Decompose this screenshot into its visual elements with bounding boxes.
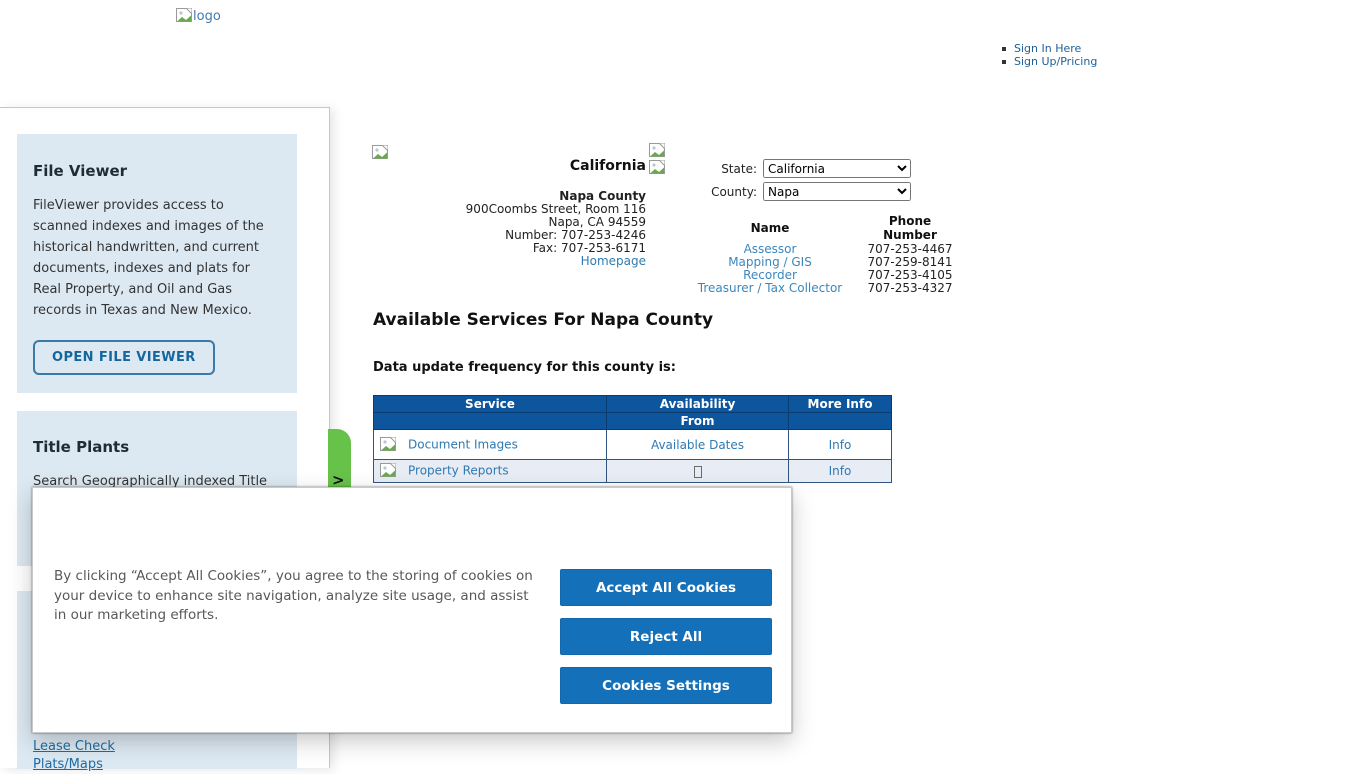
cookies-settings-button[interactable]: Cookies Settings [560,667,772,704]
logo-link[interactable]: logo [176,8,221,24]
services-col-service: Service [373,395,607,413]
services-table: Service Availability More Info From Docu… [373,395,892,483]
bullet-icon [1002,47,1006,51]
cookie-consent-message: By clicking “Accept All Cookies”, you ag… [54,568,533,623]
county-select-label: County: [711,184,757,199]
file-viewer-description: FileViewer provides access to scanned in… [33,198,264,318]
contact-treasurer-link[interactable]: Treasurer / Tax Collector [697,281,843,295]
table-row: Property Reports Info [373,459,892,483]
title-plants-description: Search Geographically indexed Title [33,474,268,489]
contact-assessor-phone: 707-253-4467 [867,242,953,256]
contact-treasurer-phone: 707-253-4327 [867,281,953,295]
top-nav: Sign In Here Sign Up/Pricing [1002,43,1097,69]
services-subheader-from: From [606,412,789,430]
bullet-icon [1002,60,1006,64]
nav-item-sign-in[interactable]: Sign In Here [1002,43,1097,55]
available-dates-link[interactable]: Available Dates [650,437,745,452]
file-viewer-card: File Viewer FileViewer provides access t… [17,134,297,393]
contact-recorder-phone: 707-253-4105 [867,268,953,282]
missing-glyph-box [693,465,702,478]
county-address-line2: Napa, CA 94559 [548,215,646,229]
county-contacts-table: Name Phone Number Assessor 707-253-4467 … [680,214,960,295]
county-fax-line: Fax: 707-253-6171 [532,241,646,255]
county-homepage-link[interactable]: Homepage [580,254,646,268]
sidebar-expander-tab[interactable]: > [328,429,351,488]
sign-in-link[interactable]: Sign In Here [1014,42,1082,55]
county-phone-line: Number: 707-253-4246 [505,228,646,242]
sign-up-link[interactable]: Sign Up/Pricing [1014,55,1098,68]
document-images-link[interactable]: Document Images [408,437,518,451]
open-file-viewer-button[interactable]: OPEN FILE VIEWER [33,340,215,375]
state-county-selectors: State: California County: Napa [705,159,911,205]
accept-all-cookies-button[interactable]: Accept All Cookies [560,569,772,606]
table-row: Treasurer / Tax Collector 707-253-4327 [680,282,960,295]
property-reports-link[interactable]: Property Reports [408,463,509,478]
state-flag-icons [649,143,665,177]
services-subheader-empty [373,412,607,430]
page-title: Available Services For Napa County [373,310,714,330]
state-select[interactable]: California [763,159,911,178]
broken-image-icon [649,143,665,159]
broken-image-icon [649,160,665,176]
contact-mapping-gis-link[interactable]: Mapping / GIS [728,255,812,269]
table-row: Recorder 707-253-4105 [680,269,960,282]
contact-assessor-link[interactable]: Assessor [743,242,797,256]
data-update-frequency-note: Data update frequency for this county is… [373,360,676,375]
services-subheader-empty [788,412,892,430]
document-images-info-link[interactable]: Info [828,437,852,452]
logo-alt-text: logo [193,8,221,24]
county-name: Napa County [559,189,646,203]
nav-item-sign-up[interactable]: Sign Up/Pricing [1002,56,1097,68]
contact-mapping-gis-phone: 707-259-8141 [867,255,953,269]
county-info-block: California Napa County 900Coombs Street,… [373,158,646,268]
state-name-heading: California [569,158,646,174]
lease-check-link[interactable]: Lease Check [33,739,115,754]
broken-image-icon [176,8,192,24]
contacts-phone-header: Phone Number [883,214,937,242]
cookie-buttons: Accept All Cookies Reject All Cookies Se… [560,569,772,704]
state-select-label: State: [721,161,757,176]
county-address-line1: 900Coombs Street, Room 116 [465,202,646,216]
broken-image-icon [380,463,396,479]
title-plants-title: Title Plants [33,438,130,456]
services-col-more-info: More Info [788,395,892,413]
chevron-right-icon: > [332,471,345,489]
broken-image-icon [380,436,396,453]
contacts-name-header: Name [750,221,790,235]
contact-recorder-link[interactable]: Recorder [743,268,797,282]
plats-maps-link[interactable]: Plats/Maps [33,757,103,772]
table-row: Document Images Available Dates Info [373,429,892,460]
table-row: Mapping / GIS 707-259-8141 [680,256,960,269]
services-col-availability: Availability [606,395,789,413]
reject-all-button[interactable]: Reject All [560,618,772,655]
broken-image-icon [372,145,388,161]
property-reports-info-link[interactable]: Info [828,464,852,478]
table-row: Assessor 707-253-4467 [680,243,960,256]
cookie-consent-dialog: By clicking “Accept All Cookies”, you ag… [32,487,792,733]
file-viewer-title: File Viewer [33,162,128,180]
county-select[interactable]: Napa [763,182,911,201]
